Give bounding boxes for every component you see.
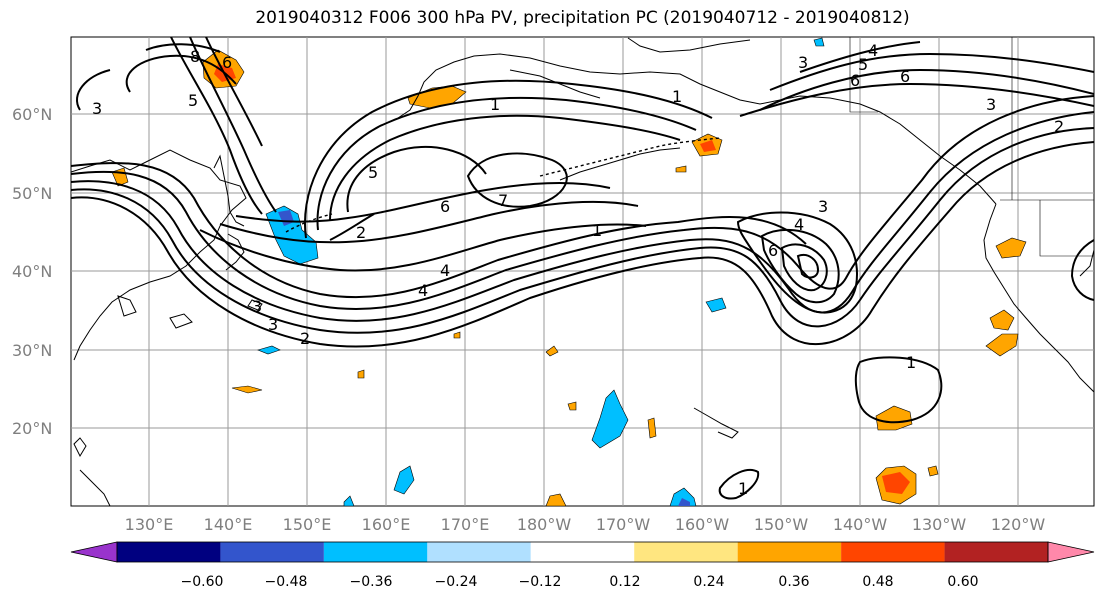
colorbar-segment xyxy=(944,542,1048,562)
lat-label: 20°N xyxy=(12,419,52,438)
contour-label: 5 xyxy=(188,91,198,110)
colorbar-segment xyxy=(220,542,324,562)
contour-label: 1 xyxy=(906,353,916,372)
colorbar-tick-label: −0.12 xyxy=(519,574,562,590)
colorbar-tick-label: 0.24 xyxy=(693,574,724,590)
contour-label: 3 xyxy=(818,197,828,216)
contour-label: 3 xyxy=(798,53,808,72)
pv-contour-thin xyxy=(285,137,721,233)
contour-label: 5 xyxy=(858,55,868,74)
contour-label: 3 xyxy=(986,95,996,114)
contour-label: 3 xyxy=(252,297,262,316)
colorbar-tick-label: −0.60 xyxy=(181,574,224,590)
contour-label: 8 xyxy=(190,47,200,66)
colorbar-tick-label: −0.24 xyxy=(435,574,478,590)
map-title: 2019040312 F006 300 hPa PV, precipitatio… xyxy=(255,8,910,28)
latitude-labels: 60°N 50°N 40°N 30°N 20°N xyxy=(12,105,52,438)
lon-label: 160°E xyxy=(362,515,411,534)
contour-label: 2 xyxy=(1054,117,1064,136)
lat-label: 60°N xyxy=(12,105,52,124)
colorbar xyxy=(70,541,1095,563)
contour-label: 3 xyxy=(92,99,102,118)
lon-label: 170°W xyxy=(596,515,651,534)
contour-label: 6 xyxy=(900,67,910,86)
contour-label: 2 xyxy=(300,329,310,348)
contour-label: 4 xyxy=(418,281,428,300)
contour-labels: 8 6 5 3 1 4 6 5 3 6 2 3 1 5 6 7 2 4 4 3 … xyxy=(92,41,1064,498)
colorbar-segment xyxy=(117,542,221,562)
coastlines xyxy=(71,37,1094,506)
precipitation-shading xyxy=(111,37,1027,506)
lat-label: 40°N xyxy=(12,262,52,281)
lon-label: 130°E xyxy=(125,515,174,534)
colorbar-tick-labels: −0.60 −0.48 −0.36 −0.24 −0.12 0.12 0.24 … xyxy=(181,574,979,590)
colorbar-segment xyxy=(323,542,428,562)
longitude-labels: 130°E 140°E 150°E 160°E 170°E 180°W 170°… xyxy=(125,515,1046,534)
contour-label: 1 xyxy=(738,479,748,498)
contour-label: 1 xyxy=(672,87,682,106)
colorbar-tick-label: −0.48 xyxy=(265,574,308,590)
lon-label: 150°E xyxy=(283,515,332,534)
colorbar-extend-high xyxy=(1047,541,1095,563)
contour-label: 6 xyxy=(768,241,778,260)
colorbar-tick-label: 0.36 xyxy=(778,574,809,590)
lon-label: 150°W xyxy=(754,515,809,534)
lon-label: 180°W xyxy=(517,515,572,534)
lat-label: 50°N xyxy=(12,184,52,203)
contour-label: 4 xyxy=(868,41,878,60)
lat-label: 30°N xyxy=(12,341,52,360)
colorbar-segment xyxy=(634,542,738,562)
contour-label: 4 xyxy=(794,215,804,234)
contour-label: 6 xyxy=(850,71,860,90)
colorbar-segment xyxy=(841,542,945,562)
contour-label: 5 xyxy=(368,163,378,182)
contour-label: 1 xyxy=(490,95,500,114)
colorbar-tick-label: 0.12 xyxy=(609,574,640,590)
lon-label: 120°W xyxy=(991,515,1046,534)
colorbar-segment xyxy=(427,542,531,562)
contour-label: 6 xyxy=(222,53,232,72)
colorbar-tick-label: 0.60 xyxy=(947,574,978,590)
lon-label: 140°E xyxy=(204,515,253,534)
lon-label: 140°W xyxy=(833,515,888,534)
colorbar-segment xyxy=(737,542,842,562)
colorbar-extend-low xyxy=(70,541,118,563)
contour-label: 6 xyxy=(440,197,450,216)
contour-label: 4 xyxy=(440,261,450,280)
colorbar-tick-label: −0.36 xyxy=(350,574,393,590)
contour-label: 7 xyxy=(498,191,508,210)
lon-label: 130°W xyxy=(912,515,967,534)
contour-label: 3 xyxy=(268,315,278,334)
pv-contours xyxy=(71,37,1094,500)
contour-label: 2 xyxy=(356,223,366,242)
lon-label: 160°W xyxy=(675,515,730,534)
colorbar-tick-label: 0.48 xyxy=(862,574,893,590)
colorbar-segment xyxy=(530,542,635,562)
colorbar-frame xyxy=(116,541,1049,563)
lon-label: 170°E xyxy=(441,515,490,534)
contour-label: 1 xyxy=(592,221,602,240)
